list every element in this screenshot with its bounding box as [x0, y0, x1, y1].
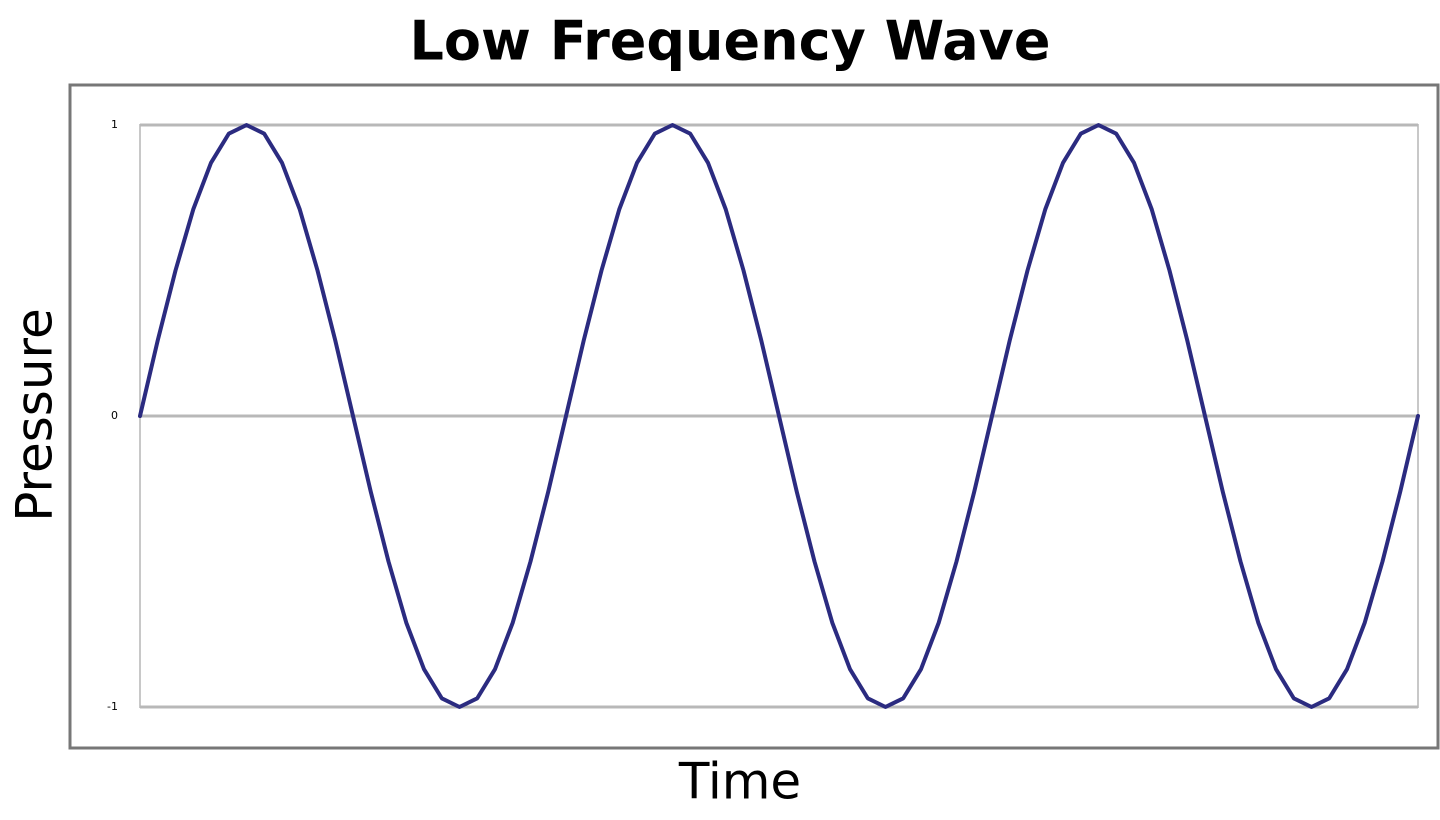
- x-axis-label: Time: [678, 753, 801, 811]
- y-tick-label: -1: [107, 700, 118, 713]
- y-tick-label: 0: [111, 409, 118, 422]
- chart-title: Low Frequency Wave: [410, 10, 1051, 73]
- y-axis-label: Pressure: [6, 308, 64, 522]
- y-tick-label: 1: [111, 118, 118, 131]
- line: [138, 123, 1420, 709]
